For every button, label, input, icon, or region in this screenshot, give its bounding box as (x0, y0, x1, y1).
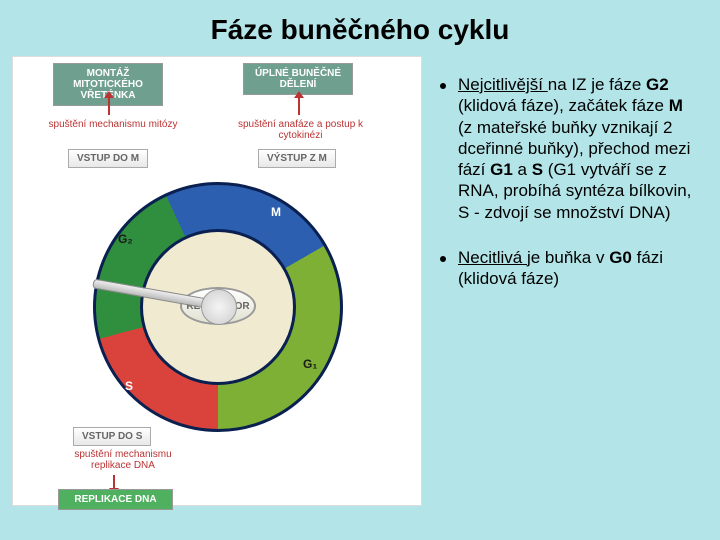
bullet-icon (440, 256, 446, 262)
vystup-m-box: VÝSTUP Z M (258, 149, 336, 168)
phase-m: M (271, 205, 281, 219)
phase-g2: G₂ (118, 232, 133, 246)
red-label-left: spuštění mechanismu mitózy (48, 119, 178, 130)
cell-cycle-diagram: MONTÁŽ MITOTICKÉHO VŘETÉNKA ÚPLNÉ BUNĚČN… (12, 56, 422, 506)
vstup-m-box: VSTUP DO M (68, 149, 148, 168)
arrow-up-right (298, 97, 300, 115)
vstup-s-box: VSTUP DO S (73, 427, 151, 446)
phase-s: S (125, 379, 133, 393)
red-label-right: spuštění anafáze a postup k cytokinézi (233, 119, 368, 141)
content-container: MONTÁŽ MITOTICKÉHO VŘETÉNKA ÚPLNÉ BUNĚČN… (0, 56, 720, 506)
regulator-knob (201, 289, 237, 325)
arrow-up-left (108, 97, 110, 115)
list-item: Necitlivá je buňka v G0 fázi (klidová fá… (440, 247, 698, 290)
bullet-list: Nejcitlivější na IZ je fáze G2 (klidová … (422, 56, 708, 506)
bullet-text-2: Necitlivá je buňka v G0 fázi (klidová fá… (458, 247, 698, 290)
phase-g1: G₁ (303, 357, 317, 371)
bullet-text-1: Nejcitlivější na IZ je fáze G2 (klidová … (458, 74, 698, 223)
list-item: Nejcitlivější na IZ je fáze G2 (klidová … (440, 74, 698, 223)
page-title: Fáze buněčného cyklu (0, 0, 720, 56)
bottom-box: REPLIKACE DNA (58, 489, 173, 510)
bullet-icon (440, 83, 446, 89)
arrow-down-bottom (113, 475, 115, 489)
red-label-bottom: spuštění mechanismu replikace DNA (53, 449, 193, 471)
